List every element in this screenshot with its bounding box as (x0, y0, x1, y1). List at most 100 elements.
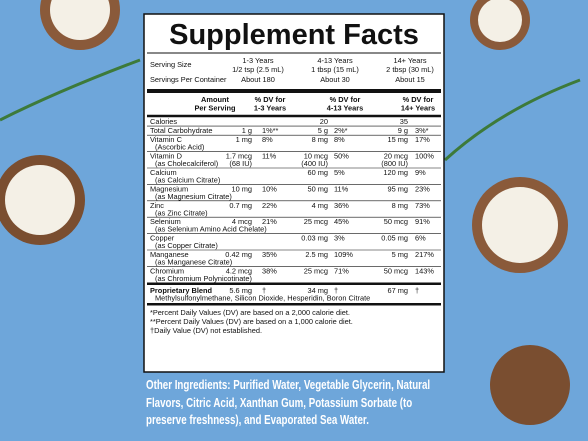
cell: 8% (334, 135, 345, 144)
cell: 9% (415, 168, 426, 177)
cell: 17% (415, 135, 430, 144)
age-group: 4-13 Years (317, 56, 353, 65)
cell: 0.05 mg (381, 234, 408, 243)
cell: 11% (262, 152, 277, 161)
cell: 5.6 mg (229, 286, 252, 295)
cell: 2%* (334, 126, 348, 135)
cell: 8 mg (312, 135, 328, 144)
cell: 10 mg (231, 184, 252, 193)
cell: 0.42 mg (225, 250, 252, 259)
nutrient-source: (as Selenium Amino Acid Chelate) (155, 225, 267, 234)
cell: 73% (415, 201, 430, 210)
cell: 34 mg (307, 286, 328, 295)
cell: 50 mcg (384, 266, 408, 275)
cell: 11% (334, 184, 349, 193)
nutrient-source: (as Calcium Citrate) (155, 176, 220, 185)
age-group: 14+ Years (393, 56, 426, 65)
footnote: **Percent Daily Values (DV) are based on… (150, 317, 353, 326)
column-header: % DV for (330, 95, 361, 104)
cell: 100% (415, 152, 434, 161)
cell: 50 mcg (384, 217, 408, 226)
nutrient-name: Proprietary Blend (150, 286, 213, 295)
nutrient-name: Magnesium (150, 184, 188, 193)
serving-size: 1 tbsp (15 mL) (311, 65, 359, 74)
cell: 25 mcg (304, 217, 328, 226)
nutrient-source: (as Manganese Citrate) (155, 258, 232, 267)
column-header: Per Serving (194, 104, 236, 113)
cell: 109% (334, 250, 353, 259)
servings-label: Servings Per Container (150, 75, 227, 84)
cell: † (262, 286, 266, 295)
serving-size: 2 tbsp (30 mL) (386, 65, 434, 74)
column-header: 1-3 Years (254, 104, 286, 113)
cell: 4 mg (312, 201, 328, 210)
cell: 20 (320, 117, 328, 126)
nutrient-name: Vitamin C (150, 135, 183, 144)
cell: 10 mcg (304, 152, 328, 161)
cell: 50% (334, 152, 349, 161)
cell: 23% (415, 184, 430, 193)
column-header: Amount (201, 95, 229, 104)
cell: 45% (334, 217, 349, 226)
cell: (800 IU) (381, 159, 408, 168)
cell: 20 mcg (384, 152, 408, 161)
cell: 5 mg (392, 250, 408, 259)
cell: 143% (415, 266, 434, 275)
cell: 2.5 mg (305, 250, 328, 259)
nutrient-source: (as Cholecalciferol) (155, 159, 218, 168)
cell: 4.2 mcg (226, 266, 252, 275)
cell: (400 IU) (301, 159, 328, 168)
cell: 21% (262, 217, 277, 226)
nutrient-source: (as Copper Citrate) (155, 241, 218, 250)
cell: 120 mg (383, 168, 408, 177)
cell: 0.03 mg (301, 234, 328, 243)
cell: 25 mcg (304, 266, 328, 275)
cell: 50 mg (307, 184, 328, 193)
cell: 217% (415, 250, 434, 259)
cell: 71% (334, 266, 349, 275)
cell: 1 mg (236, 135, 252, 144)
cell: 9 g (398, 126, 408, 135)
column-header: 4-13 Years (327, 104, 363, 113)
cell: 1.7 mcg (226, 152, 252, 161)
servings-per-container: About 15 (395, 75, 425, 84)
cell: 10% (262, 184, 277, 193)
cell: 6% (415, 234, 426, 243)
cell: † (334, 286, 338, 295)
nutrient-name: Copper (150, 234, 175, 243)
cell: 3%* (415, 126, 429, 135)
nutrient-name: Calcium (150, 168, 177, 177)
cell: 4 mcg (232, 217, 252, 226)
column-header: % DV for (255, 95, 286, 104)
cell: 60 mg (307, 168, 328, 177)
age-group: 1-3 Years (242, 56, 274, 65)
nutrient-source: (as Chromium Polynicotinate) (155, 274, 252, 283)
other-ingredients: Other Ingredients: Purified Water, Veget… (146, 378, 431, 427)
nutrient-name: Vitamin D (150, 152, 182, 161)
cell: 8% (262, 135, 273, 144)
serving-size-label: Serving Size (150, 60, 192, 69)
panel (143, 13, 445, 373)
cell: 35% (262, 250, 277, 259)
nutrient-name: Calories (150, 117, 177, 126)
cell: 95 mg (387, 184, 408, 193)
nutrient-name: Zinc (150, 201, 164, 210)
cell: (68 IU) (229, 159, 252, 168)
nutrient-source: Methylsulfonylmethane, Silicon Dioxide, … (155, 293, 370, 302)
decoration (0, 0, 581, 425)
cell: 5 g (318, 126, 328, 135)
servings-per-container: About 30 (320, 75, 350, 84)
nutrient-source: (as Zinc Citrate) (155, 208, 208, 217)
cell: 0.7 mg (229, 201, 252, 210)
cell: 36% (334, 201, 349, 210)
cell: 67 mg (387, 286, 408, 295)
cell: 1%** (262, 126, 279, 135)
cell: 15 mg (387, 135, 408, 144)
footnote: *Percent Daily Values (DV) are based on … (150, 308, 350, 317)
cell: † (415, 286, 419, 295)
nutrient-name: Manganese (150, 250, 189, 259)
column-header: % DV for (403, 95, 434, 104)
nutrient-name: Total Carbohydrate (150, 126, 212, 135)
